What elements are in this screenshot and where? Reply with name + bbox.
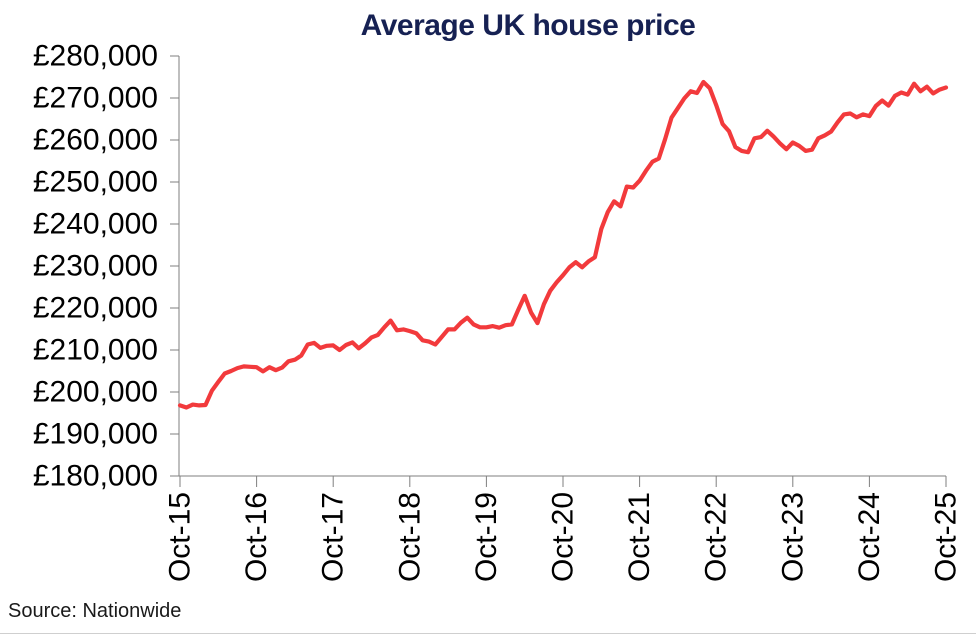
chart-title: Average UK house price bbox=[360, 9, 696, 42]
x-tick-label: Oct-17 bbox=[317, 492, 350, 582]
x-tick-label: Oct-21 bbox=[623, 492, 656, 582]
y-tick-label: £250,000 bbox=[33, 166, 158, 199]
y-tick-label: £230,000 bbox=[33, 250, 158, 283]
y-tick-label: £270,000 bbox=[33, 82, 158, 115]
y-tick-label: £180,000 bbox=[33, 460, 158, 493]
x-tick-label: Oct-23 bbox=[776, 492, 809, 582]
line-chart: £280,000 £270,000 £260,000 £250,000 £240,000… bbox=[33, 40, 963, 583]
x-tick-label: Oct-25 bbox=[930, 492, 963, 582]
source-caption: Source: Nationwide bbox=[8, 600, 182, 622]
x-tick-label: Oct-16 bbox=[240, 492, 273, 582]
price-line bbox=[177, 79, 949, 410]
x-tick-label: Oct-24 bbox=[853, 492, 886, 582]
y-tick-label: £220,000 bbox=[33, 292, 158, 325]
x-tick-label: Oct-20 bbox=[547, 492, 580, 582]
y-tick-label: £190,000 bbox=[33, 418, 158, 451]
x-tick-label: Oct-15 bbox=[164, 492, 197, 582]
y-tick-label: £240,000 bbox=[33, 208, 158, 241]
y-tick-label: £200,000 bbox=[33, 376, 158, 409]
x-tick-label: Oct-18 bbox=[393, 492, 426, 582]
y-tick-label: £260,000 bbox=[33, 124, 158, 157]
y-tick-label: £210,000 bbox=[33, 334, 158, 367]
x-tick-label: Oct-19 bbox=[470, 492, 503, 582]
y-tick-label: £280,000 bbox=[33, 40, 158, 73]
x-tick-label: Oct-22 bbox=[700, 492, 733, 582]
bottom-divider bbox=[0, 633, 976, 634]
